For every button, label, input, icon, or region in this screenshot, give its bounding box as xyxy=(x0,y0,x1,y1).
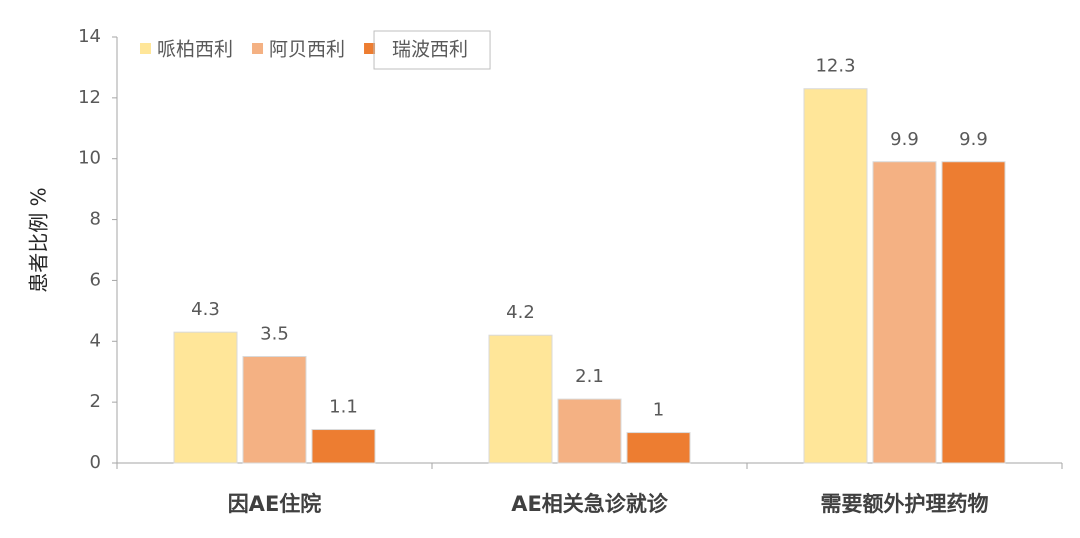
bar xyxy=(626,432,691,464)
bar xyxy=(557,398,622,464)
legend-label: 瑞波西利 xyxy=(392,39,468,61)
legend-box xyxy=(373,30,491,70)
bar xyxy=(173,331,238,464)
data-label: 9.9 xyxy=(890,129,919,150)
data-label: 4.3 xyxy=(191,299,220,320)
y-tick-label: 4 xyxy=(90,330,101,351)
legend-swatch xyxy=(140,43,151,54)
y-tick-label: 6 xyxy=(90,269,101,290)
x-tick-label: 因AE住院 xyxy=(228,492,322,516)
x-tick-label: 需要额外护理药物 xyxy=(821,492,989,516)
data-label: 1 xyxy=(653,400,664,421)
y-tick-label: 0 xyxy=(90,452,101,473)
bar xyxy=(488,334,553,464)
legend-label: 哌柏西利 xyxy=(157,39,233,61)
y-tick-label: 10 xyxy=(78,148,101,169)
y-axis-label: 患者比例 % xyxy=(27,187,51,292)
y-tick-label: 2 xyxy=(90,391,101,412)
legend-swatch xyxy=(364,43,376,54)
data-label: 4.2 xyxy=(506,302,535,323)
legend-label: 阿贝西利 xyxy=(269,39,345,61)
data-label: 1.1 xyxy=(329,397,358,418)
bar xyxy=(242,356,307,464)
y-tick-label: 8 xyxy=(90,209,101,230)
bar xyxy=(803,88,868,464)
bar xyxy=(872,161,937,464)
data-label: 9.9 xyxy=(959,129,988,150)
x-tick-label: AE相关急诊就诊 xyxy=(511,492,669,516)
data-label: 12.3 xyxy=(815,56,855,77)
y-tick-label: 14 xyxy=(78,26,101,47)
bar xyxy=(311,429,376,464)
data-label: 2.1 xyxy=(575,366,604,387)
bar xyxy=(941,161,1006,464)
y-tick-label: 12 xyxy=(78,87,101,108)
data-label: 3.5 xyxy=(260,324,289,345)
legend-swatch xyxy=(252,43,264,54)
